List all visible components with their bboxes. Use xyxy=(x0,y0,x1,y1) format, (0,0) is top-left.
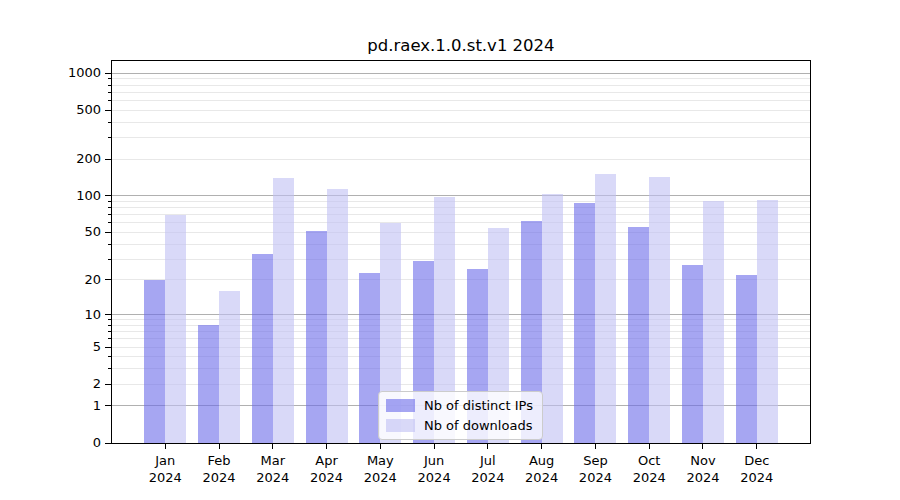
bar-nb-of-distinct-ips-oct xyxy=(628,227,649,443)
y-tick-label-200: 200 xyxy=(0,151,101,167)
x-tick-label-feb: Feb 2024 xyxy=(187,452,251,486)
y-tick-label-10: 10 xyxy=(0,307,101,323)
x-tick-jan xyxy=(165,444,166,449)
x-tick-label-jan: Jan 2024 xyxy=(133,452,197,486)
bar-nb-of-distinct-ips-mar xyxy=(252,254,273,443)
y-tick-label-1: 1 xyxy=(0,398,101,414)
legend-swatch-distinct-ips xyxy=(386,399,415,412)
y-tick-label-20: 20 xyxy=(0,272,101,288)
x-tick-aug xyxy=(541,444,542,449)
legend-label-distinct-ips: Nb of distinct IPs xyxy=(424,398,533,413)
bar-nb-of-downloads-oct xyxy=(649,177,670,443)
bar-nb-of-distinct-ips-apr xyxy=(306,231,327,443)
bar-nb-of-downloads-nov xyxy=(703,201,724,443)
x-tick-label-may: May 2024 xyxy=(348,452,412,486)
x-tick-label-oct: Oct 2024 xyxy=(617,452,681,486)
x-tick-label-sep: Sep 2024 xyxy=(563,452,627,486)
legend-item-distinct-ips: Nb of distinct IPs xyxy=(386,398,533,413)
legend-item-downloads: Nb of downloads xyxy=(386,418,533,433)
x-tick-label-apr: Apr 2024 xyxy=(295,452,359,486)
x-tick-mar xyxy=(272,444,273,449)
plot-area xyxy=(111,60,811,444)
bar-nb-of-downloads-aug xyxy=(542,194,563,443)
chart-title: pd.raex.1.0.st.v1 2024 xyxy=(112,36,810,55)
x-tick-dec xyxy=(756,444,757,449)
bar-nb-of-distinct-ips-nov xyxy=(682,265,703,443)
y-tick-label-500: 500 xyxy=(0,102,101,118)
y-tick-label-2: 2 xyxy=(0,376,101,392)
bar-nb-of-downloads-apr xyxy=(327,189,348,443)
bar-nb-of-distinct-ips-jan xyxy=(144,280,165,443)
bar-nb-of-downloads-dec xyxy=(757,200,778,443)
y-tick-label-100: 100 xyxy=(0,188,101,204)
bar-nb-of-downloads-mar xyxy=(273,178,294,443)
legend-swatch-downloads xyxy=(386,419,415,432)
x-tick-oct xyxy=(649,444,650,449)
figure: pd.raex.1.0.st.v1 2024 0 1 2 5 10 20 50 100 200 5… xyxy=(0,0,900,500)
bar-nb-of-downloads-sep xyxy=(595,174,616,443)
bar-nb-of-downloads-jan xyxy=(165,215,186,443)
x-tick-label-jul: Jul 2024 xyxy=(456,452,520,486)
y-tick-label-1000: 1000 xyxy=(0,65,101,81)
x-tick-apr xyxy=(326,444,327,449)
bar-nb-of-distinct-ips-dec xyxy=(736,275,757,443)
bars-layer xyxy=(112,61,810,443)
x-tick-jul xyxy=(487,444,488,449)
x-tick-sep xyxy=(595,444,596,449)
bar-nb-of-downloads-feb xyxy=(219,291,240,443)
bar-nb-of-distinct-ips-sep xyxy=(574,203,595,443)
y-tick-label-0: 0 xyxy=(0,435,101,451)
x-tick-may xyxy=(380,444,381,449)
x-tick-label-mar: Mar 2024 xyxy=(241,452,305,486)
legend-label-downloads: Nb of downloads xyxy=(424,418,532,433)
x-tick-label-nov: Nov 2024 xyxy=(671,452,735,486)
legend: Nb of distinct IPs Nb of downloads xyxy=(378,391,543,440)
x-tick-label-jun: Jun 2024 xyxy=(402,452,466,486)
x-tick-label-aug: Aug 2024 xyxy=(510,452,574,486)
y-tick-label-5: 5 xyxy=(0,339,101,355)
x-tick-label-dec: Dec 2024 xyxy=(725,452,789,486)
x-tick-nov xyxy=(702,444,703,449)
bar-nb-of-distinct-ips-feb xyxy=(198,325,219,443)
x-tick-jun xyxy=(434,444,435,449)
x-tick-feb xyxy=(219,444,220,449)
y-tick-label-50: 50 xyxy=(0,224,101,240)
